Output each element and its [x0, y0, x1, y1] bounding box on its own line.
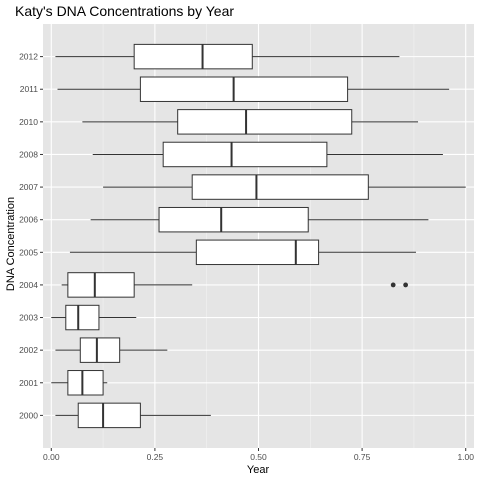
- x-tick-label: 0.75: [354, 452, 371, 462]
- x-tick-label: 1.00: [457, 452, 474, 462]
- y-tick-label: 2006: [19, 215, 38, 225]
- plot-area: 2000 2001 2002 2003 2004 2005 2006 2007 2008 2010…: [19, 24, 474, 462]
- box-iqr: [158, 206, 309, 233]
- y-axis-label: DNA Concentration: [5, 197, 17, 291]
- box-iqr: [162, 141, 328, 168]
- box-group-2000: [55, 402, 211, 429]
- box-iqr: [79, 337, 121, 363]
- box-iqr: [67, 272, 135, 298]
- box-group-2012: [55, 43, 400, 70]
- x-tick-label: 0.00: [43, 452, 60, 462]
- outlier-point: [390, 282, 396, 288]
- y-tick-label: 2007: [19, 182, 38, 192]
- box-group-2003: [51, 304, 137, 331]
- x-tick-label: 0.25: [147, 452, 164, 462]
- box-iqr: [191, 174, 369, 200]
- y-tick-label: 2005: [19, 247, 38, 257]
- y-tick-label: 2010: [19, 117, 38, 127]
- y-tick-label: 2004: [19, 280, 38, 290]
- box-group-2010: [82, 109, 419, 135]
- box-group-2005: [69, 239, 416, 266]
- y-tick-label: 2003: [19, 313, 38, 323]
- y-tick-label: 2012: [19, 52, 38, 62]
- y-tick-label: 2008: [19, 149, 38, 159]
- box-group-2001: [51, 370, 108, 396]
- chart-title: Katy's DNA Concentrations by Year: [15, 3, 234, 19]
- box-group-2011: [57, 76, 450, 102]
- box-iqr: [77, 402, 141, 429]
- y-tick-label: 2001: [19, 378, 38, 388]
- box-group-2004: [61, 272, 409, 298]
- box-group-2007: [103, 174, 466, 200]
- y-tick-label: 2000: [19, 410, 38, 420]
- box-group-2002: [55, 337, 168, 363]
- box-group-2006: [90, 206, 429, 233]
- x-tick-label: 0.50: [250, 452, 267, 462]
- box-group-2008: [92, 141, 443, 168]
- x-axis-label: Year: [247, 464, 270, 476]
- outlier-point: [403, 282, 409, 288]
- box-iqr: [133, 43, 253, 70]
- y-tick-label: 2002: [19, 345, 38, 355]
- box-iqr: [139, 76, 349, 102]
- box-iqr: [195, 239, 320, 266]
- box-iqr: [67, 370, 104, 396]
- box-iqr: [177, 109, 353, 135]
- box-iqr: [65, 304, 100, 331]
- y-tick-label: 2011: [20, 84, 39, 94]
